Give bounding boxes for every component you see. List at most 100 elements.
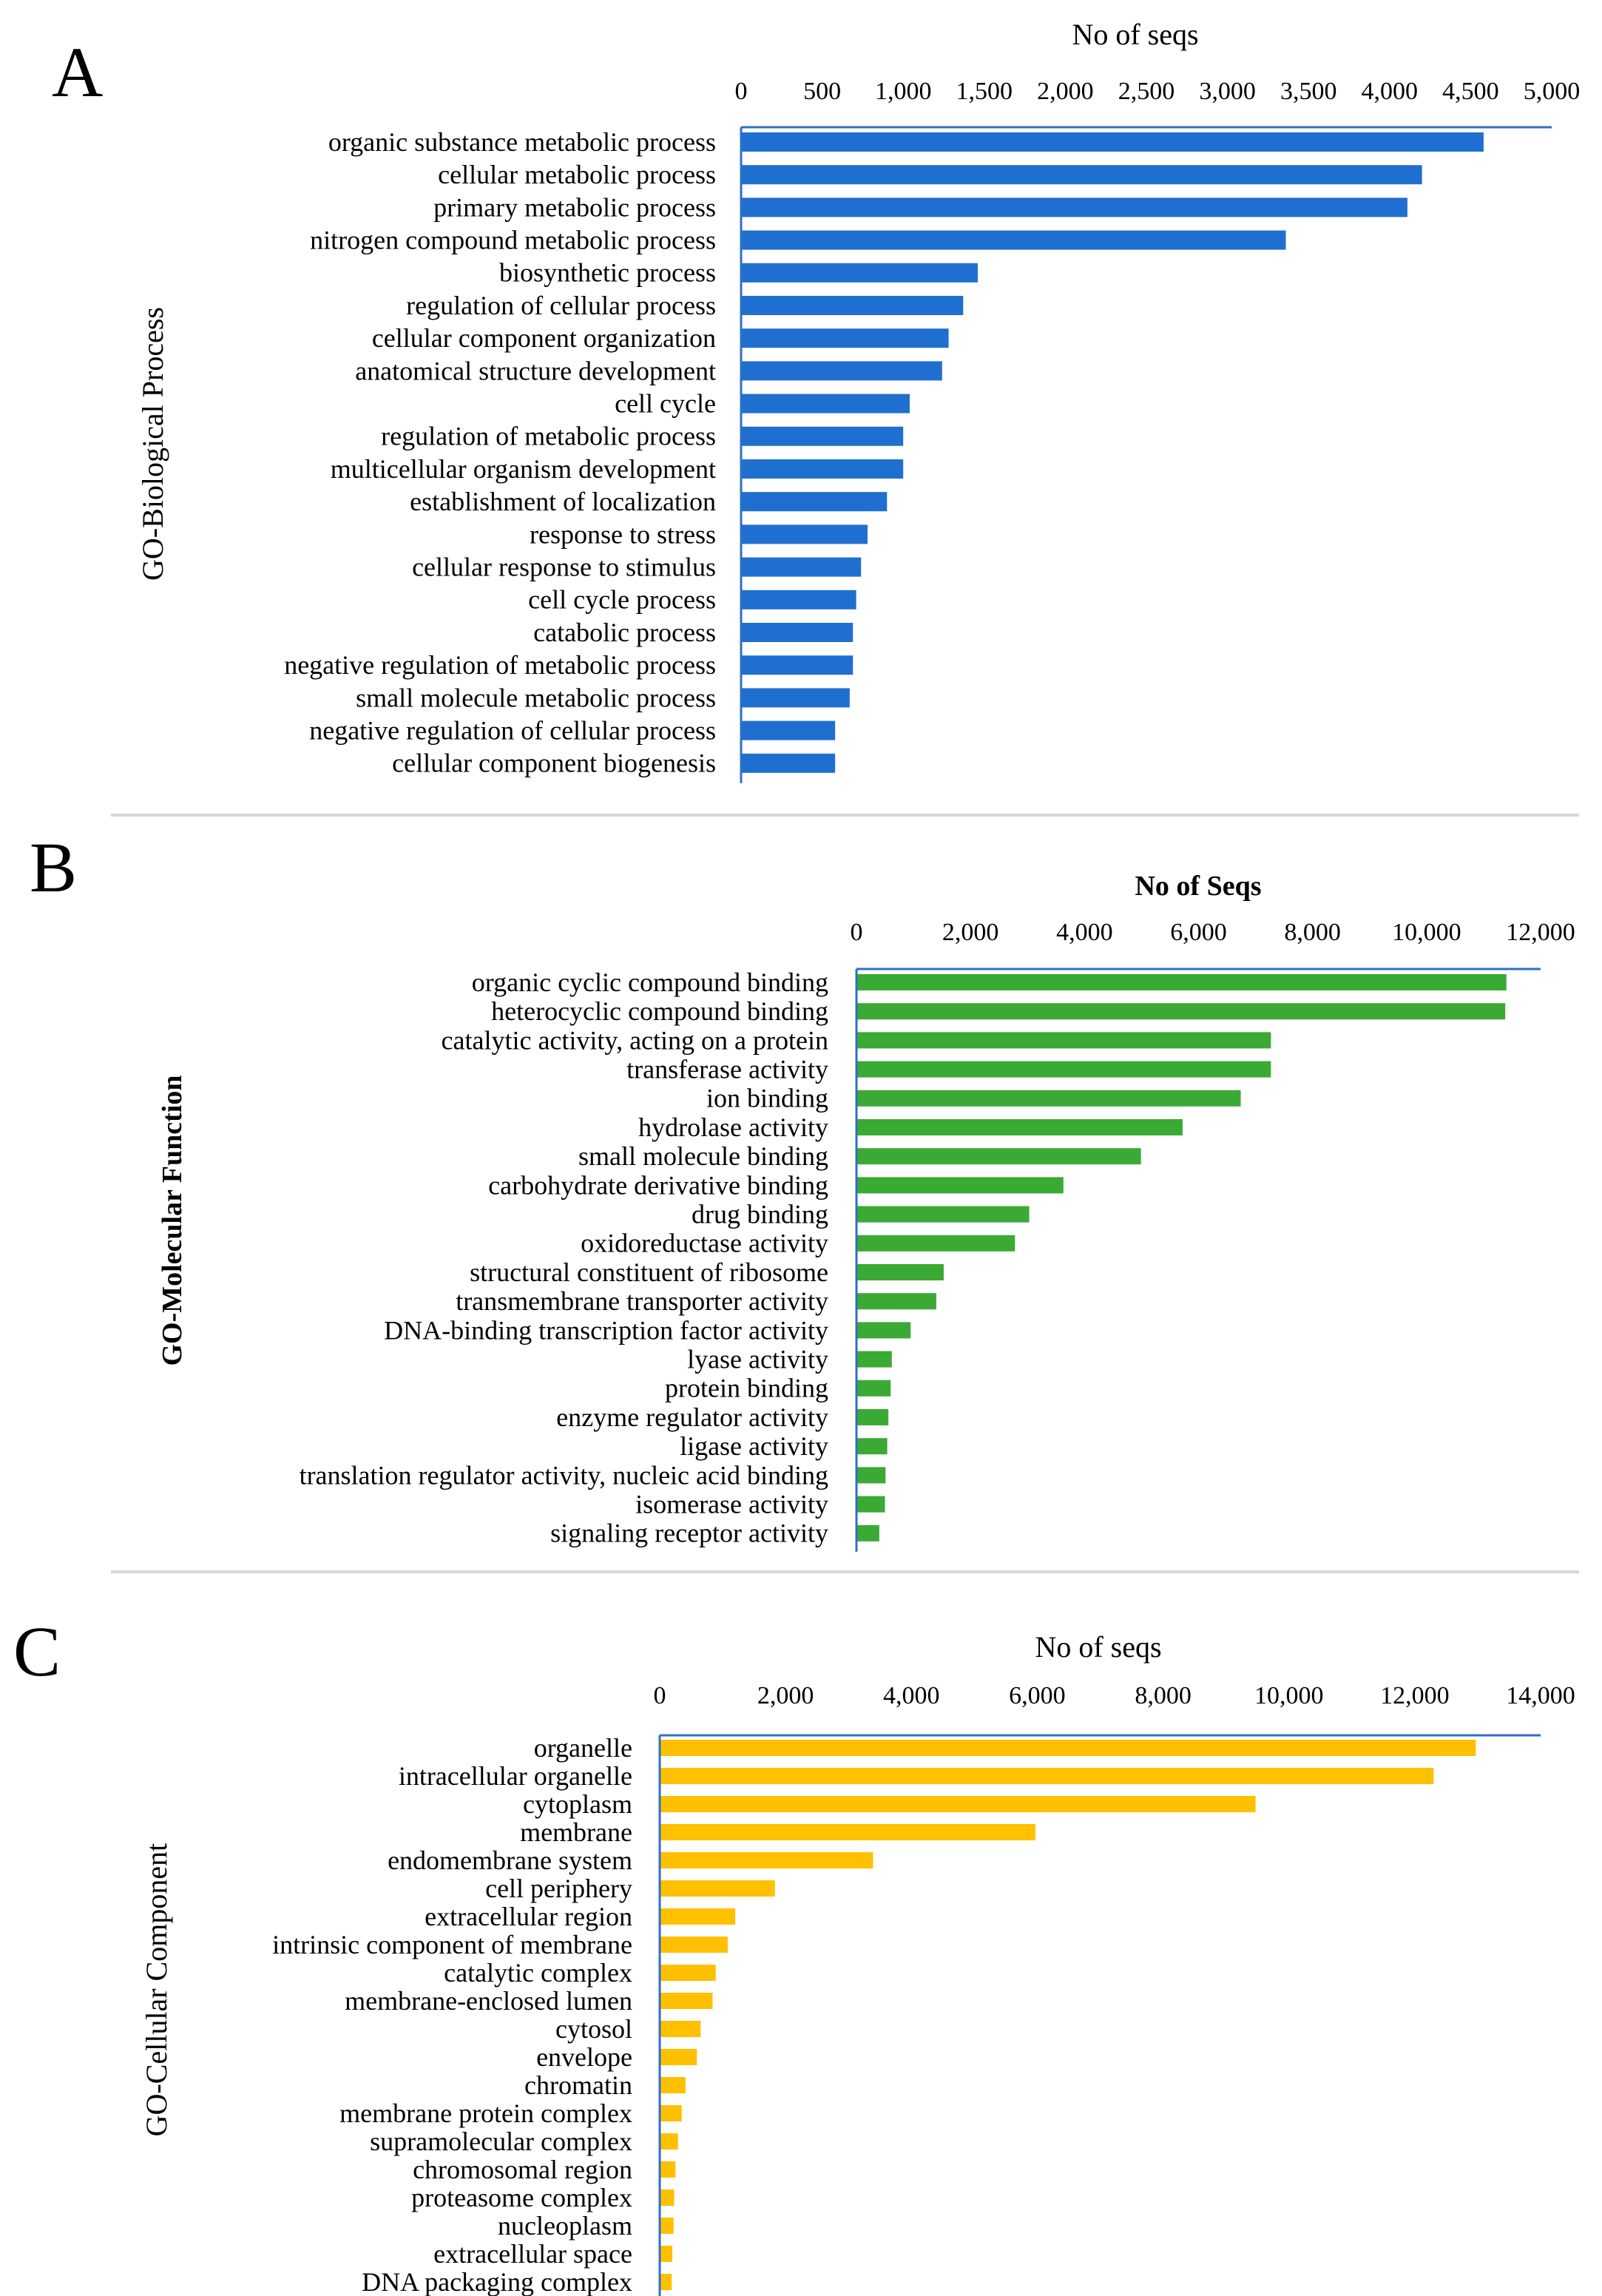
category-label: enzyme regulator activity [556,1402,828,1432]
bar [857,1467,886,1484]
x-tick-label: 12,000 [1506,919,1575,946]
bar [660,2021,701,2037]
bar [857,1119,1183,1135]
category-label: membrane-enclosed lumen [345,1986,632,2016]
category-label: ligase activity [680,1431,828,1461]
bar [857,1206,1030,1223]
category-label: intracellular organelle [399,1761,632,1791]
bar [660,2049,697,2065]
category-label: multicellular organism development [331,454,716,484]
category-label: catalytic activity, acting on a protein [442,1025,828,1055]
category-label: organic substance metabolic process [328,127,716,157]
x-tick-label: 3,500 [1280,78,1337,105]
bar [742,132,1484,152]
x-tick-label: 6,000 [1009,1682,1066,1709]
category-label: cellular response to stimulus [412,552,716,581]
category-label: cellular component biogenesis [392,749,716,778]
bar [742,720,836,740]
category-label: DNA-binding transcription factor activit… [384,1315,828,1345]
bar [742,197,1407,217]
panel-label-b: B [30,828,77,907]
bar [857,1525,879,1542]
category-label: transmembrane transporter activity [456,1286,828,1316]
bar [857,1322,911,1339]
category-label: protein binding [665,1374,828,1403]
category-label: cell cycle [615,388,716,418]
category-label: small molecule metabolic process [356,683,716,712]
bar [660,1852,873,1868]
bar [742,426,904,446]
category-label: cytoplasm [523,1789,632,1819]
x-tick-label: 500 [803,78,841,105]
x-tick-label: 0 [851,919,863,946]
bar [742,557,862,577]
bar [660,1993,713,2009]
panel-label-c: C [13,1612,61,1691]
category-label: translation regulator activity, nucleic … [300,1460,828,1490]
category-label: establishment of localization [410,487,716,516]
bar [742,753,836,773]
y-axis-title: GO-Biological Process [136,307,169,581]
x-tick-label: 12,000 [1380,1682,1450,1709]
bar [742,296,964,315]
category-label: catalytic complex [444,1958,632,1988]
category-label: signaling receptor activity [550,1519,828,1548]
bar [742,165,1422,185]
bar [660,2218,674,2234]
category-label: membrane [520,1817,632,1847]
bar [742,230,1286,250]
category-label: organic cyclic compound binding [472,968,828,997]
category-label: anatomical structure development [355,356,716,385]
category-label: cytosol [555,2014,632,2044]
x-tick-label: 4,000 [1362,78,1419,105]
x-tick-label: 3,000 [1199,78,1256,105]
bar [660,1937,728,1953]
x-tick-label: 2,000 [1037,78,1094,105]
panel-b-molecular-function: No of Seqs 0 2,000 4,000 6,000 8,000 10,000 12,… [157,871,1575,1552]
category-label: response to stress [530,519,716,549]
category-label: negative regulation of metabolic process [284,650,716,680]
axis-title: No of Seqs [1135,871,1261,902]
bar [660,2105,682,2121]
bar [857,1032,1271,1049]
bar [742,361,942,381]
bar [660,1768,1434,1784]
category-label: chromosomal region [413,2155,632,2184]
category-label: heterocyclic compound binding [491,996,828,1026]
x-tick-label: 2,000 [942,919,999,946]
axis-title: No of seqs [1072,18,1198,51]
panel-a-biological-process: No of seqs 0 500 1,000 1,500 2,000 2,500 3,000 3… [136,18,1580,783]
bar [857,1235,1015,1252]
category-label: supramolecular complex [370,2127,632,2156]
category-label: extracellular space [433,2239,632,2269]
category-label: hydrolase activity [638,1112,828,1142]
category-label: structural constituent of ribosome [470,1257,828,1287]
x-tick-label: 1,500 [956,78,1013,105]
x-tick-label: 6,000 [1170,919,1227,946]
bar [660,1965,716,1981]
bar [742,688,850,708]
bar [660,1880,775,1897]
category-label: chromatin [524,2070,632,2100]
category-label: envelope [536,2042,632,2072]
bar [742,590,856,610]
x-tick-label: 0 [735,78,748,105]
bar [660,2161,676,2178]
x-tick-label: 10,000 [1392,919,1461,946]
bar [742,328,949,348]
bar [857,1409,889,1425]
category-label: primary metabolic process [433,192,716,222]
bar [857,1293,936,1310]
bar [857,1061,1271,1078]
category-label: cell periphery [485,1874,632,1903]
category-label: small molecule binding [578,1141,828,1171]
y-axis-title: GO-Cellular Component [140,1843,173,2137]
category-label: lyase activity [687,1344,828,1374]
bar [660,2246,673,2262]
panel-c-cellular-component: No of seqs 0 2,000 4,000 6,000 8,000 10,000 12,… [140,1630,1575,2296]
bar [857,974,1507,990]
category-label: regulation of cellular process [406,291,716,320]
category-label: endomembrane system [388,1846,632,1875]
